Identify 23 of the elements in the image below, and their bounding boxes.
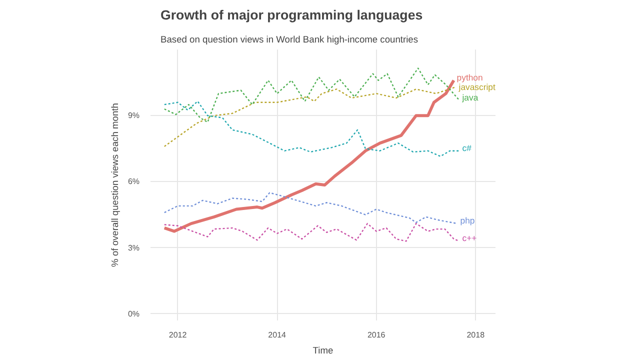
line-series — [164, 222, 460, 242]
x-tick-label: 2016 — [367, 330, 386, 340]
line-series — [162, 78, 456, 233]
series-label: javascript — [458, 82, 496, 92]
series-label: java — [461, 92, 478, 103]
y-axis-title: % of overall question views each month — [110, 103, 120, 267]
line-series — [164, 86, 456, 148]
y-tick-label: 6% — [128, 177, 140, 186]
x-tick-label: 2018 — [466, 330, 486, 340]
x-axis-title: Time — [312, 346, 334, 356]
series-label: c++ — [462, 233, 477, 244]
x-tick-label: 2014 — [268, 330, 287, 340]
chart-title: Growth of major programming languages — [160, 8, 423, 22]
y-tick-label: 0% — [128, 309, 140, 318]
line-series — [164, 192, 458, 224]
line-series — [164, 100, 460, 157]
x-tick-label: 2012 — [168, 330, 188, 340]
series-label: c# — [462, 142, 472, 153]
series-label: python — [456, 72, 483, 82]
series-label: php — [460, 216, 475, 226]
y-tick-label: 3% — [128, 243, 140, 252]
y-tick-label: 9% — [128, 111, 140, 120]
chart-subtitle: Based on question views in World Bank high-income countries — [160, 34, 418, 44]
